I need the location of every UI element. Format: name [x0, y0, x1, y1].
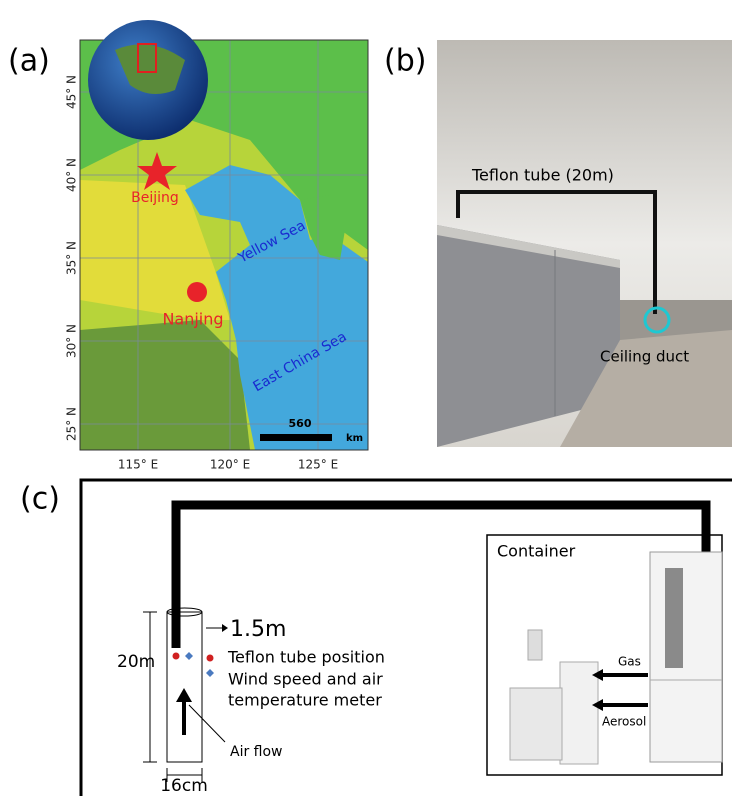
- panel-label: (b): [384, 44, 426, 79]
- scale-distance: 560: [289, 417, 312, 430]
- lat-label: 30° N: [65, 324, 79, 358]
- gas-label: Gas: [618, 655, 641, 669]
- place-label: Nanjing: [162, 310, 223, 329]
- figure: (a) 45° N 40° N 35° N 30° N 25° N 115° E…: [0, 0, 732, 796]
- lon-label: 120° E: [210, 458, 250, 472]
- photo-label: Teflon tube (20m): [471, 166, 614, 185]
- photo-label: Ceiling duct: [600, 348, 689, 366]
- lat-label: 45° N: [65, 75, 79, 109]
- map: [80, 20, 368, 450]
- schematic: [81, 480, 732, 796]
- legend-label: Wind speed and air: [228, 670, 383, 689]
- legend-label: temperature meter: [228, 691, 382, 710]
- aerosol-label: Aerosol: [602, 715, 646, 729]
- flow-label: Air flow: [230, 744, 283, 760]
- lon-label: 115° E: [118, 458, 158, 472]
- legend-label: Teflon tube position: [227, 648, 385, 667]
- photo: [437, 40, 732, 447]
- scale-unit: km: [346, 433, 363, 444]
- place-label: Beijing: [131, 190, 179, 206]
- lon-label: 125° E: [298, 458, 338, 472]
- lat-label: 40° N: [65, 158, 79, 192]
- height-label: 20m: [117, 652, 155, 672]
- panel-label: (c): [20, 482, 60, 517]
- offset-label: 1.5m: [230, 617, 286, 642]
- panel-label: (a): [8, 44, 50, 79]
- container-label: Container: [497, 542, 576, 561]
- lat-label: 25° N: [65, 407, 79, 441]
- lat-label: 35° N: [65, 241, 79, 275]
- width-label: 16cm: [160, 776, 208, 796]
